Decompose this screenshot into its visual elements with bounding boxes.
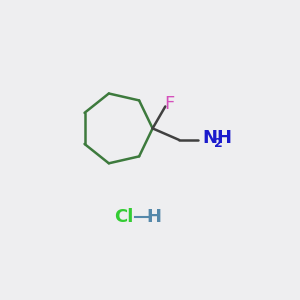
Text: Cl: Cl [114,208,134,226]
Text: NH: NH [202,129,232,147]
Text: H: H [146,208,161,226]
Text: 2: 2 [214,137,223,150]
Text: F: F [164,95,175,113]
